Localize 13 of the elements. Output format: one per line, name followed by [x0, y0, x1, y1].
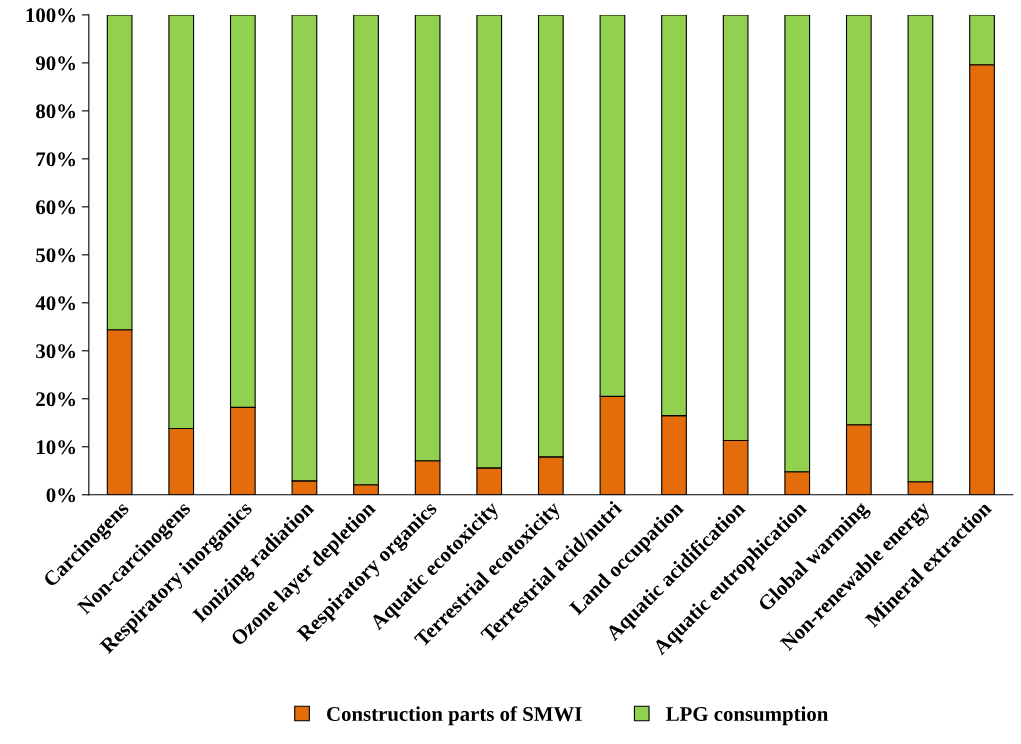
- y-tick-label: 100%: [26, 8, 76, 23]
- y-tick-label: 90%: [35, 56, 76, 71]
- y-tick-label: 40%: [35, 296, 76, 311]
- y-tick-label: 10%: [37, 440, 76, 455]
- y-tick-label: 50%: [36, 248, 76, 263]
- y-tick-label: 30%: [36, 344, 76, 359]
- y-tick-label: 70%: [36, 152, 76, 167]
- y-tick-label: 20%: [36, 392, 76, 407]
- y-tick-label: 60%: [36, 200, 76, 215]
- y-tick-label: 0%: [46, 488, 76, 503]
- legend-label: Construction parts of SMWI: [327, 706, 582, 726]
- legend-label: LPG consumption: [666, 706, 829, 726]
- y-tick-label: 80%: [36, 104, 76, 119]
